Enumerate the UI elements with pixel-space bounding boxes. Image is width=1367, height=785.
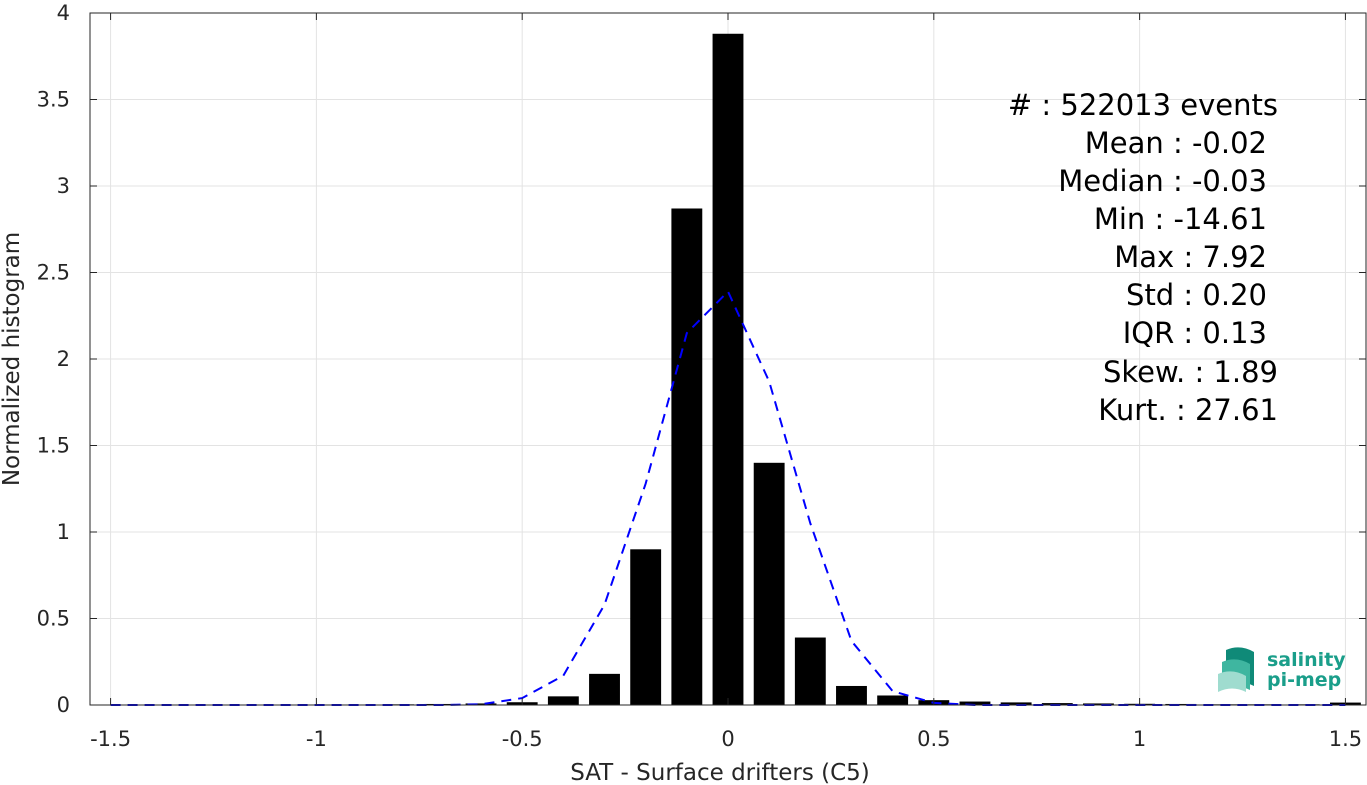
histogram-bar [753, 462, 785, 705]
histogram-bar [1000, 702, 1032, 705]
histogram-bar [547, 696, 579, 705]
stat-iqr: IQR : 0.13 [1123, 316, 1267, 350]
x-tick-label: -0.5 [502, 727, 543, 751]
stat-median: Median : -0.03 [1058, 164, 1267, 198]
histogram-bar [465, 703, 497, 705]
y-tick-label: 2.5 [37, 261, 70, 285]
x-tick-label: -1 [306, 727, 327, 751]
y-tick-label: 4 [57, 1, 70, 25]
stat-kurt: Kurt. : 27.61 [1098, 393, 1278, 427]
logo-line1: salinity [1267, 649, 1346, 671]
x-tick-label: 1.5 [1329, 727, 1362, 751]
histogram-bar [589, 673, 620, 705]
histogram-bar [794, 637, 826, 705]
histogram-bar [712, 33, 744, 705]
x-tick-label: -1.5 [90, 727, 131, 751]
stat-min: Min : -14.61 [1094, 202, 1267, 236]
y-tick-label: 1 [57, 520, 70, 544]
y-tick-label: 0.5 [37, 607, 70, 631]
logo-waves-icon [1218, 647, 1254, 692]
stat-skew: Skew. : 1.89 [1103, 355, 1278, 389]
salinity-pimep-logo: salinity pi-mep [1218, 647, 1346, 692]
x-axis-label: SAT - Surface drifters (C5) [570, 760, 870, 785]
histogram-bar [630, 549, 662, 705]
y-axis-label: Normalized histogram [0, 232, 25, 486]
stat-std: Std : 0.20 [1126, 278, 1267, 312]
histogram-bar [1083, 703, 1114, 705]
stat-events: # : 522013 events [1008, 88, 1278, 122]
y-tick-label: 0 [57, 693, 70, 717]
stats-annotation: # : 522013 events Mean : -0.02 Median : … [1008, 88, 1278, 427]
histogram-bar [959, 701, 991, 705]
bars-group [95, 33, 1361, 706]
x-tick-label: 0.5 [917, 727, 950, 751]
y-tick-label: 3.5 [37, 88, 70, 112]
x-tick-label: 1 [1133, 727, 1146, 751]
stat-mean: Mean : -0.02 [1085, 126, 1267, 160]
ticks-group: -1.5 -1 -0.5 0 0.5 1 1.5 0 0.5 1 1.5 2 2.5 3 3.5 4 [37, 1, 1366, 751]
histogram-bar [836, 685, 867, 705]
histogram-bar [671, 208, 703, 706]
y-tick-label: 1.5 [37, 434, 70, 458]
y-tick-label: 3 [57, 174, 70, 198]
histogram-bar [877, 695, 909, 705]
stat-max: Max : 7.92 [1114, 240, 1267, 274]
logo-line2: pi-mep [1267, 669, 1341, 691]
histogram-bar [1165, 703, 1197, 705]
x-tick-label: 0 [721, 727, 734, 751]
y-tick-label: 2 [57, 347, 70, 371]
